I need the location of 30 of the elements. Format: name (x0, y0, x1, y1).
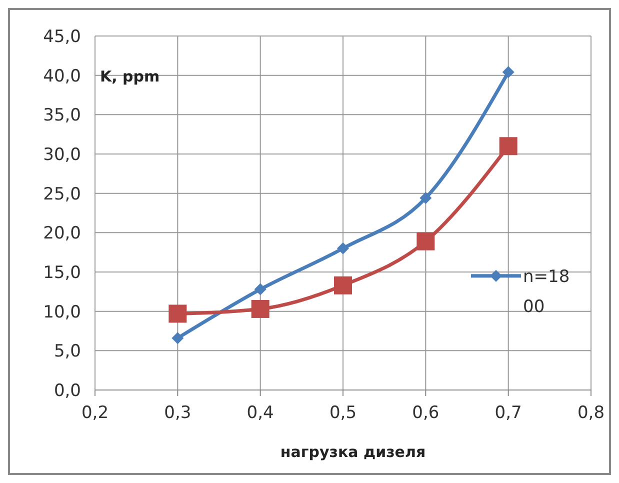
y-tick-label: 40,0 (43, 66, 81, 86)
x-tick-label: 0,5 (329, 403, 357, 423)
point (254, 283, 266, 296)
point (499, 137, 518, 156)
y-tick-label: 45,0 (43, 27, 81, 47)
point (502, 66, 514, 78)
point (168, 304, 187, 323)
y-tick-label: 15,0 (43, 263, 81, 283)
x-tick-label: 0,2 (81, 403, 109, 423)
x-tick-label: 0,6 (412, 403, 440, 423)
point (172, 332, 184, 344)
y-tick-label: 0,0 (54, 381, 81, 401)
y-tick-label: 20,0 (43, 224, 81, 244)
x-axis-title: нагрузка дизеля (280, 443, 426, 461)
point (334, 276, 352, 294)
point (420, 192, 432, 204)
y-tick-label: 5,0 (54, 342, 81, 362)
x-tick-label: 0,7 (494, 403, 522, 423)
y-tick-label: 25,0 (43, 184, 81, 204)
point (416, 232, 435, 250)
x-tick-label: 0,3 (164, 403, 192, 423)
y-tick-label: 30,0 (43, 145, 81, 165)
point (251, 300, 270, 318)
legend-label: n=1800 (523, 266, 570, 317)
x-tick-label: 0,8 (577, 403, 605, 423)
y-tick-label: 35,0 (43, 106, 81, 126)
y-axis-title: K, ppm (100, 67, 160, 86)
x-tick-label: 0,4 (246, 403, 274, 423)
y-tick-label: 10,0 (43, 302, 81, 322)
point (337, 242, 349, 254)
